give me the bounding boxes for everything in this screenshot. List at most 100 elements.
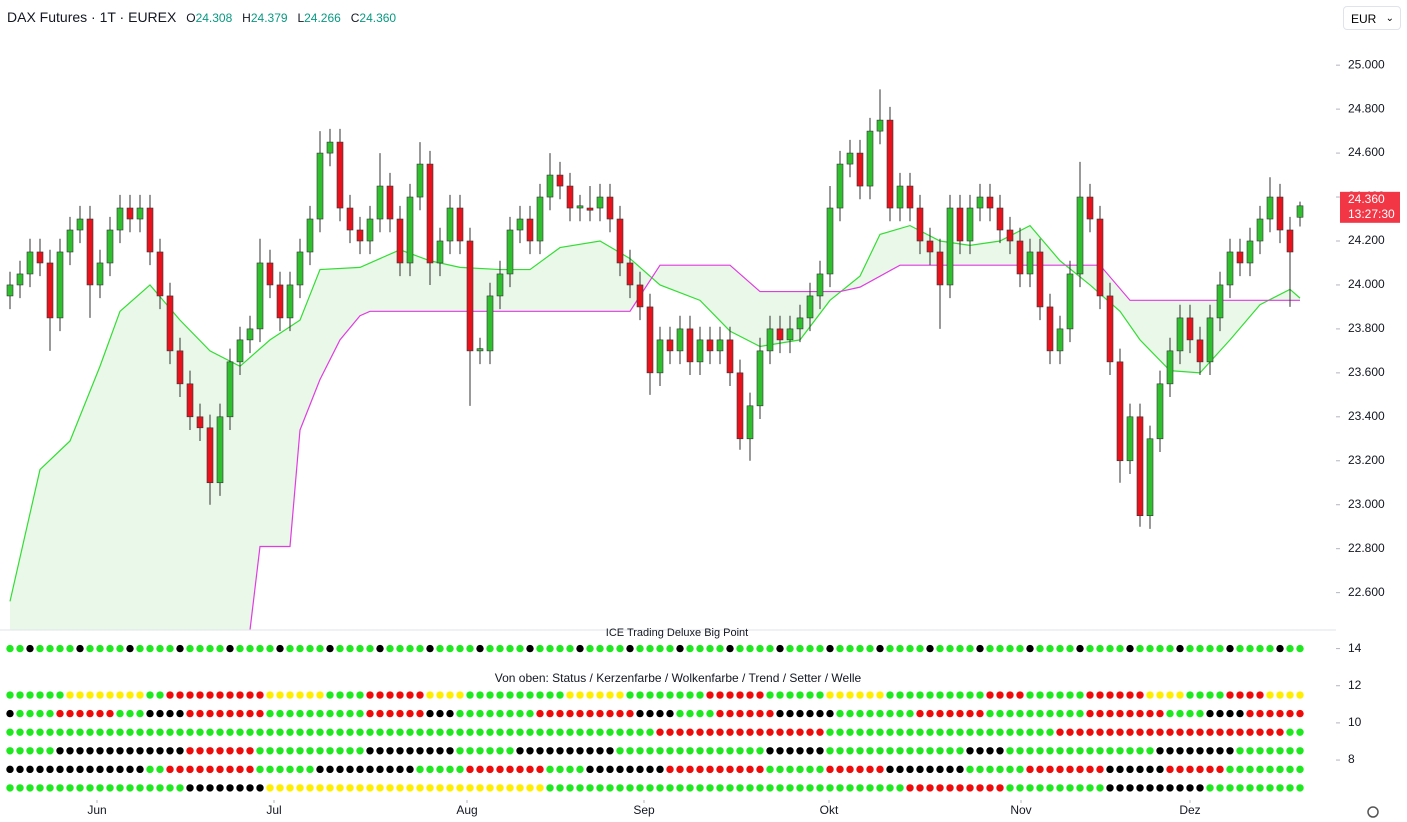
signal-dot bbox=[776, 728, 784, 736]
signal-dot bbox=[146, 691, 154, 699]
signal-dot bbox=[666, 644, 674, 653]
signal-dot bbox=[1166, 709, 1174, 718]
signal-dot bbox=[796, 644, 804, 653]
signal-dot bbox=[906, 709, 914, 718]
signal-dot bbox=[956, 784, 964, 792]
signal-dot bbox=[1246, 691, 1254, 699]
signal-dot bbox=[1216, 765, 1224, 774]
signal-dot bbox=[246, 644, 254, 653]
candle-body bbox=[1246, 240, 1254, 264]
signal-dot bbox=[336, 691, 344, 699]
signal-dot bbox=[906, 728, 914, 736]
signal-dot bbox=[606, 644, 614, 653]
y-tick-label: 12 bbox=[1348, 678, 1362, 692]
candle-body bbox=[1106, 295, 1114, 363]
signal-dot bbox=[996, 765, 1004, 774]
signal-dot bbox=[396, 709, 404, 718]
signal-dot bbox=[1166, 691, 1174, 699]
signal-dot bbox=[1126, 644, 1134, 653]
signal-dot bbox=[896, 747, 904, 755]
signal-dot bbox=[616, 644, 624, 653]
signal-dot bbox=[766, 709, 774, 718]
signal-dot bbox=[576, 747, 584, 755]
signal-dot bbox=[596, 747, 604, 755]
candle-body bbox=[566, 185, 574, 209]
signal-dot bbox=[586, 784, 594, 792]
signal-dot bbox=[476, 691, 484, 699]
signal-dot bbox=[86, 644, 94, 653]
candle-body bbox=[1096, 218, 1104, 297]
candle-body bbox=[736, 372, 744, 440]
signal-dot bbox=[926, 691, 934, 699]
candle-body bbox=[696, 339, 704, 363]
y-tick-label: 23.000 bbox=[1348, 497, 1385, 511]
signal-dot bbox=[116, 709, 124, 718]
candle-body bbox=[516, 218, 524, 231]
candle-body bbox=[766, 328, 774, 352]
ohlc-value: 24.266 bbox=[304, 11, 341, 25]
signal-dot bbox=[436, 784, 444, 792]
signal-dot bbox=[686, 784, 694, 792]
signal-dot bbox=[206, 765, 214, 774]
settings-icon[interactable] bbox=[1367, 806, 1379, 818]
signal-dot bbox=[736, 765, 744, 774]
signal-dot bbox=[956, 644, 964, 653]
signal-dot bbox=[1126, 709, 1134, 718]
signal-dot bbox=[376, 765, 384, 774]
signal-dot bbox=[1126, 728, 1134, 736]
signal-dot bbox=[876, 709, 884, 718]
signal-dot bbox=[216, 784, 224, 792]
signal-dot bbox=[486, 644, 494, 653]
signal-dot bbox=[36, 784, 44, 792]
signal-dot bbox=[1076, 765, 1084, 774]
signal-dot bbox=[956, 765, 964, 774]
signal-dot bbox=[1136, 784, 1144, 792]
signal-dot bbox=[316, 747, 324, 755]
signal-dot bbox=[1116, 747, 1124, 755]
signal-dot bbox=[506, 709, 514, 718]
candle-body bbox=[396, 218, 404, 264]
indicator-title: ICE Trading Deluxe Big Point bbox=[606, 627, 748, 639]
signal-dot bbox=[1006, 709, 1014, 718]
signal-dot bbox=[126, 691, 134, 699]
signal-dot bbox=[1136, 728, 1144, 736]
signal-dot bbox=[956, 747, 964, 755]
signal-dot bbox=[866, 728, 874, 736]
signal-dot bbox=[786, 691, 794, 699]
signal-dot bbox=[726, 691, 734, 699]
signal-dot bbox=[1046, 691, 1054, 699]
candle-body bbox=[836, 163, 844, 209]
signal-dot bbox=[766, 691, 774, 699]
signal-dot bbox=[1116, 709, 1124, 718]
candle-body bbox=[356, 229, 364, 242]
candle-body bbox=[786, 328, 794, 341]
signal-dot bbox=[476, 784, 484, 792]
signal-dot bbox=[936, 709, 944, 718]
signal-dot bbox=[916, 765, 924, 774]
signal-dot bbox=[1016, 784, 1024, 792]
signal-dot bbox=[1076, 709, 1084, 718]
signal-dot bbox=[596, 784, 604, 792]
signal-dot bbox=[116, 747, 124, 755]
signal-dot bbox=[426, 747, 434, 755]
x-tick-label: Nov bbox=[1010, 803, 1031, 817]
signal-dot bbox=[496, 709, 504, 718]
signal-dot bbox=[56, 691, 64, 699]
candle-body bbox=[536, 196, 544, 242]
signal-dot bbox=[256, 747, 264, 755]
signal-dot bbox=[466, 728, 474, 736]
candle-body bbox=[846, 152, 854, 165]
signal-dot bbox=[836, 691, 844, 699]
signal-dot bbox=[616, 728, 624, 736]
signal-dot bbox=[396, 784, 404, 792]
currency-select[interactable]: EUR ⌄ bbox=[1343, 6, 1401, 30]
candle-body bbox=[1036, 251, 1044, 308]
signal-dot bbox=[896, 709, 904, 718]
signal-dot bbox=[1146, 709, 1154, 718]
signal-dot bbox=[656, 644, 664, 653]
signal-dot bbox=[496, 784, 504, 792]
candle-body bbox=[986, 196, 994, 209]
signal-dot bbox=[1156, 784, 1164, 792]
signal-dot bbox=[1126, 784, 1134, 792]
